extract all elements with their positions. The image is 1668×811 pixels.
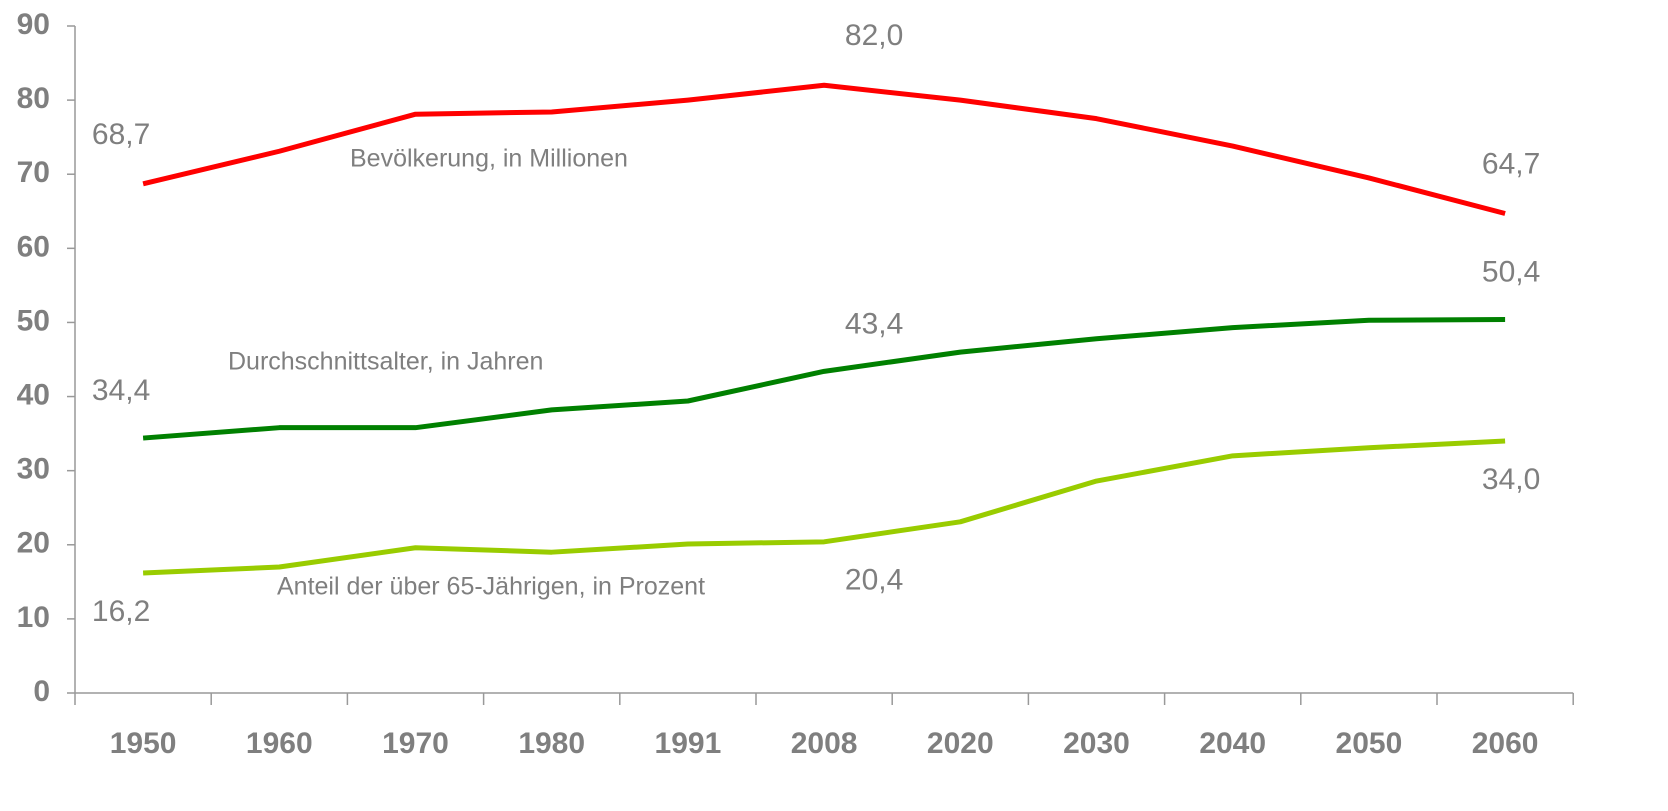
data-label: 50,4 bbox=[1482, 255, 1540, 288]
data-label: 43,4 bbox=[845, 307, 903, 340]
series-name: Durchschnittsalter, in Jahren bbox=[228, 348, 543, 376]
series-name: Anteil der über 65-Jährigen, in Prozent bbox=[277, 573, 705, 601]
y-tick-label: 90 bbox=[17, 8, 50, 41]
x-tick-label: 1980 bbox=[518, 727, 585, 760]
y-tick-label: 30 bbox=[17, 453, 50, 486]
x-tick-label: 2060 bbox=[1472, 727, 1539, 760]
y-tick-label: 60 bbox=[17, 230, 50, 263]
series-line bbox=[142, 82, 1506, 216]
y-tick-label: 20 bbox=[17, 527, 50, 560]
x-tick-label: 1960 bbox=[246, 727, 313, 760]
data-label: 34,4 bbox=[92, 374, 150, 407]
data-label: 34,0 bbox=[1482, 463, 1540, 496]
y-tick-label: 50 bbox=[17, 304, 50, 337]
x-tick-label: 2040 bbox=[1199, 727, 1266, 760]
y-tick-label: 40 bbox=[17, 378, 50, 411]
data-label: 64,7 bbox=[1482, 147, 1540, 180]
series-line bbox=[142, 438, 1506, 576]
series-name: Bevölkerung, in Millionen bbox=[350, 145, 628, 173]
y-tick-label: 0 bbox=[33, 675, 50, 708]
y-tick-label: 70 bbox=[17, 156, 50, 189]
series-line bbox=[142, 316, 1506, 441]
data-label: 16,2 bbox=[92, 595, 150, 628]
x-tick-label: 1970 bbox=[382, 727, 449, 760]
x-tick-label: 2020 bbox=[927, 727, 994, 760]
y-tick-label: 80 bbox=[17, 82, 50, 115]
x-tick-label: 2030 bbox=[1063, 727, 1130, 760]
y-tick-label: 10 bbox=[17, 601, 50, 634]
data-label: 82,0 bbox=[845, 19, 903, 52]
x-tick-label: 1991 bbox=[655, 727, 722, 760]
x-tick-label: 2008 bbox=[791, 727, 858, 760]
x-tick-label: 1950 bbox=[110, 727, 177, 760]
data-label: 68,7 bbox=[92, 118, 150, 151]
x-tick-label: 2050 bbox=[1336, 727, 1403, 760]
data-label: 20,4 bbox=[845, 564, 903, 597]
